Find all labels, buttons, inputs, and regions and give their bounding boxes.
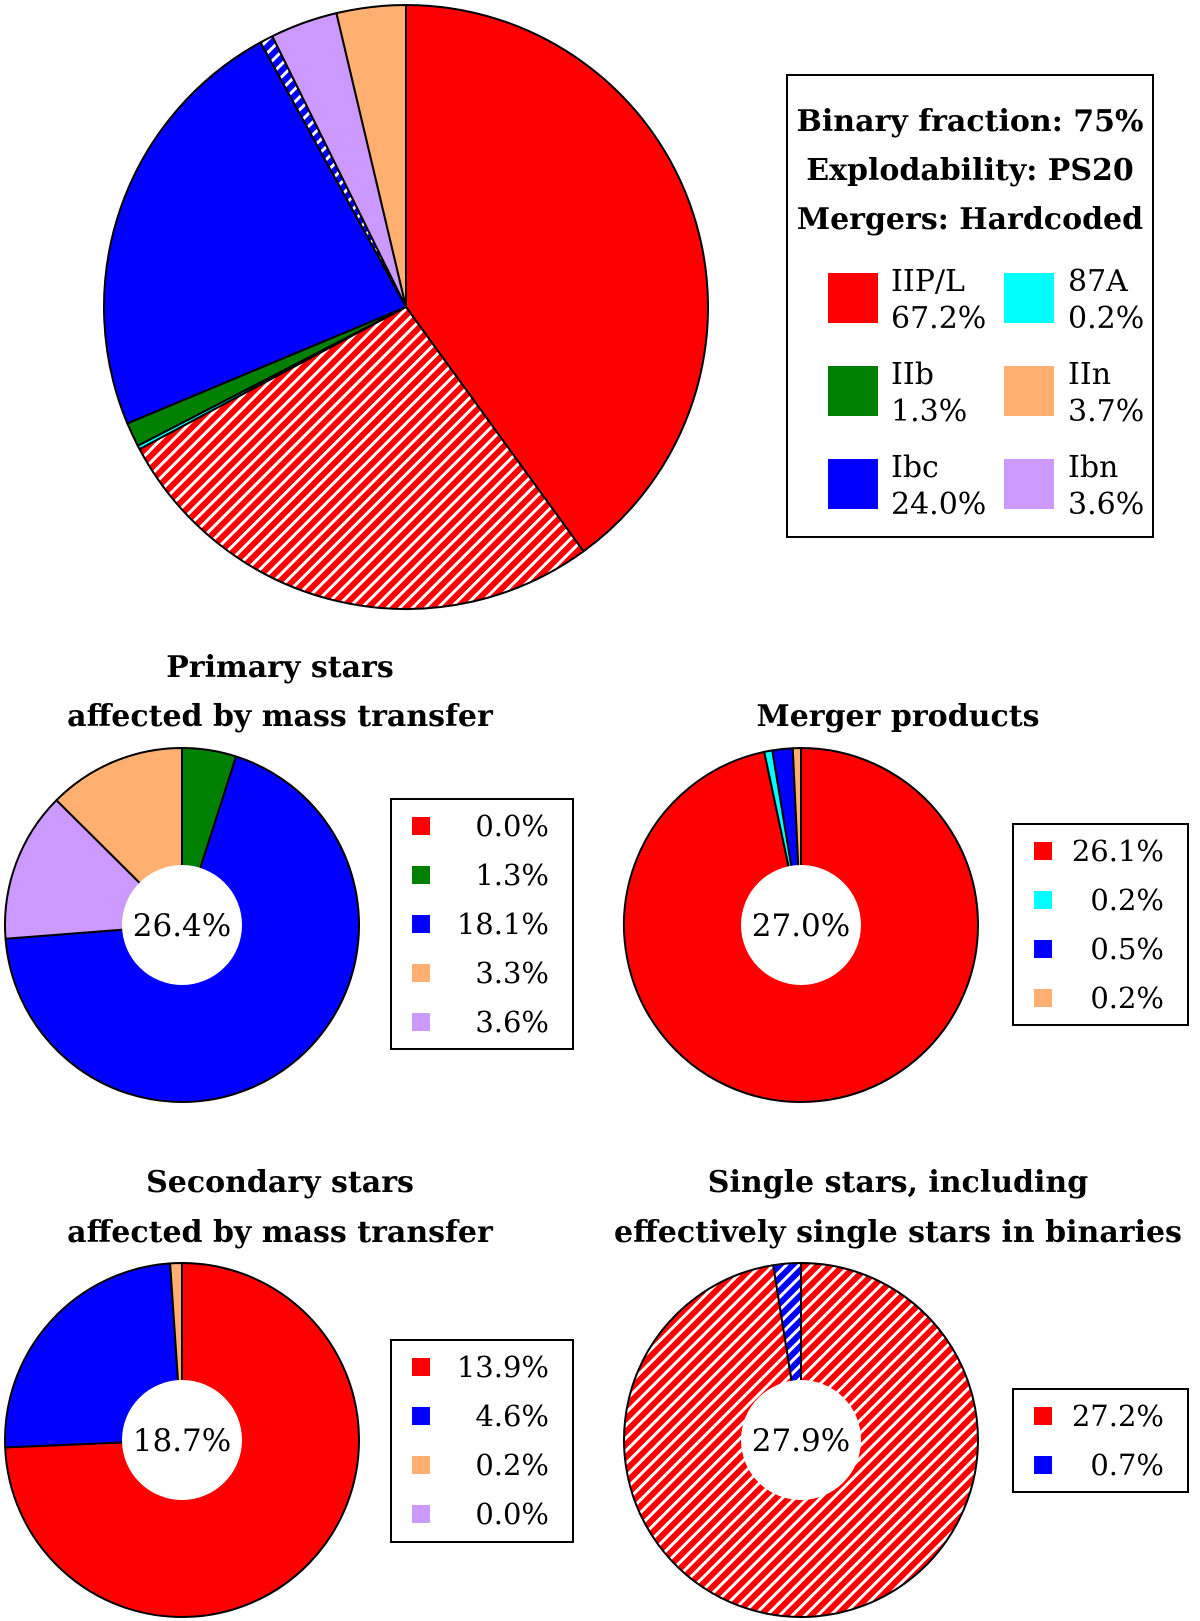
overall-legend-type-0: IIP/L [891, 264, 965, 299]
secondary-legend-label-1: 4.6% [475, 1399, 549, 1433]
overall-legend-type-1: 87A [1068, 264, 1128, 299]
overall-legend: Binary fraction: 75% Explodability: PS20… [786, 74, 1154, 538]
overall-slice-7 [335, 4, 407, 308]
primary-pie: 26.4% [4, 747, 360, 1103]
overall-legend-type-4: Ibc [891, 450, 939, 485]
primary-legend-swatch-0 [412, 817, 430, 835]
single-pie: 27.9% [623, 1261, 979, 1618]
merger-legend: 26.1% 0.2% 0.5% 0.2% [1012, 823, 1189, 1026]
primary-legend-swatch-4 [412, 1013, 430, 1031]
secondary-title-line-1: Secondary stars [146, 1165, 414, 1200]
merger-legend-swatch-1 [1034, 891, 1052, 909]
primary-legend-label-0: 0.0% [475, 809, 549, 843]
overall-legend-swatch-3 [1004, 366, 1054, 416]
merger-legend-label-3: 0.2% [1090, 981, 1164, 1015]
merger-legend-label-1: 0.2% [1090, 883, 1164, 917]
single-legend: 27.2% 0.7% [1012, 1388, 1189, 1493]
overall-legend-value-5: 3.6% [1068, 487, 1144, 522]
overall-slice-4 [103, 41, 407, 425]
single-title-line-1: Single stars, including [708, 1165, 1088, 1200]
secondary-legend-label-3: 0.0% [475, 1497, 549, 1531]
single-center-hole [741, 1380, 861, 1500]
overall-slice-0 [405, 4, 709, 553]
legend-header-binary-fraction: Binary fraction: 75% [797, 104, 1144, 139]
legend-header-mergers: Mergers: Hardcoded [797, 202, 1143, 237]
primary-legend-label-2: 18.1% [457, 907, 549, 941]
single-legend-swatch-1 [1034, 1456, 1052, 1474]
overall-legend-type-5: Ibn [1068, 450, 1118, 485]
merger-center-hole [741, 865, 861, 985]
overall-legend-swatch-4 [828, 459, 878, 509]
secondary-legend-swatch-0 [412, 1358, 430, 1376]
merger-legend-swatch-0 [1034, 842, 1052, 860]
secondary-legend-swatch-3 [412, 1505, 430, 1523]
merger-legend-swatch-3 [1034, 989, 1052, 1007]
single-legend-label-1: 0.7% [1090, 1448, 1164, 1482]
merger-pie: 27.0% [623, 747, 979, 1103]
overall-legend-value-3: 3.7% [1068, 394, 1144, 429]
secondary-legend-swatch-1 [412, 1407, 430, 1425]
primary-center-label: 26.4% [133, 908, 231, 944]
single-center-label: 27.9% [752, 1423, 850, 1459]
merger-legend-label-0: 26.1% [1072, 834, 1164, 868]
overall-legend-value-4: 24.0% [891, 487, 986, 522]
primary-legend-label-3: 3.3% [475, 956, 549, 990]
secondary-pie: 18.7% [4, 1262, 360, 1618]
overall-legend-swatch-2 [828, 366, 878, 416]
merger-legend-swatch-2 [1034, 940, 1052, 958]
primary-legend-label-1: 1.3% [475, 858, 549, 892]
primary-legend-swatch-2 [412, 915, 430, 933]
primary-center-hole [122, 865, 242, 985]
single-title-line-2: effectively single stars in binaries [614, 1215, 1182, 1250]
primary-legend: 0.0% 1.3% 18.1% 3.3% 3.6% [390, 798, 574, 1050]
merger-legend-label-2: 0.5% [1090, 932, 1164, 966]
primary-legend-swatch-3 [412, 964, 430, 982]
secondary-legend: 13.9% 4.6% 0.2% 0.0% [390, 1339, 574, 1543]
secondary-legend-swatch-2 [412, 1456, 430, 1474]
overall-legend-type-2: IIb [891, 357, 934, 392]
overall-legend-value-1: 0.2% [1068, 301, 1144, 336]
single-legend-frame [1012, 1388, 1189, 1493]
overall-legend-swatch-1 [1004, 273, 1054, 323]
single-legend-label-0: 27.2% [1072, 1399, 1164, 1433]
single-legend-swatch-0 [1034, 1407, 1052, 1425]
overall-pie [103, 4, 709, 610]
overall-legend-swatch-5 [1004, 459, 1054, 509]
legend-header-explodability: Explodability: PS20 [806, 153, 1134, 188]
overall-legend-swatch-0 [828, 273, 878, 323]
secondary-legend-label-2: 0.2% [475, 1448, 549, 1482]
secondary-center-label: 18.7% [133, 1423, 231, 1459]
overall-legend-type-3: IIn [1068, 357, 1111, 392]
primary-title-line-2: affected by mass transfer [67, 699, 494, 734]
overall-legend-value-2: 1.3% [891, 394, 967, 429]
overall-legend-value-0: 67.2% [891, 301, 986, 336]
primary-legend-swatch-1 [412, 866, 430, 884]
primary-legend-label-4: 3.6% [475, 1005, 549, 1039]
secondary-center-hole [122, 1380, 242, 1500]
merger-center-label: 27.0% [752, 908, 850, 944]
primary-title-line-1: Primary stars [166, 650, 394, 685]
merger-title: Merger products [756, 699, 1039, 734]
secondary-title-line-2: affected by mass transfer [67, 1215, 494, 1250]
secondary-legend-label-0: 13.9% [457, 1350, 549, 1384]
overall-slice-1 [138, 306, 585, 610]
